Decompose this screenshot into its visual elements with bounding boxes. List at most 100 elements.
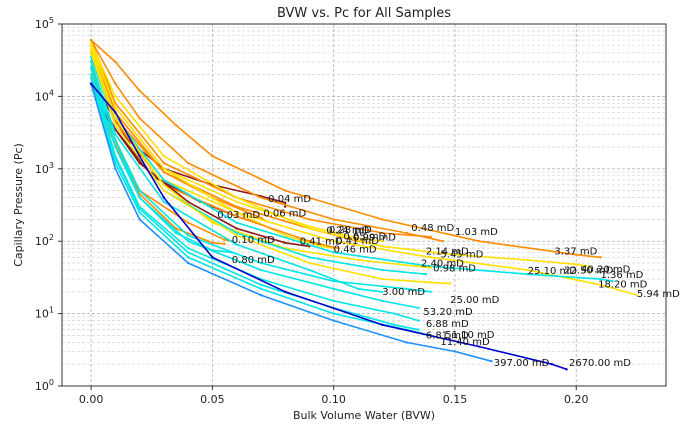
sample-annotation: 0.65 mD bbox=[343, 231, 386, 242]
data-point bbox=[162, 170, 166, 174]
data-point bbox=[332, 299, 335, 303]
data-point bbox=[138, 89, 141, 92]
data-point bbox=[332, 280, 335, 283]
sample-annotation: 18.20 mD bbox=[598, 279, 648, 290]
data-point bbox=[89, 41, 93, 44]
x-axis-label: Bulk Volume Water (BVW) bbox=[293, 409, 435, 422]
data-point bbox=[587, 265, 590, 268]
data-point bbox=[380, 218, 384, 221]
data-point bbox=[417, 265, 420, 268]
data-point bbox=[308, 218, 311, 221]
data-point bbox=[223, 242, 226, 246]
data-point bbox=[393, 323, 396, 327]
data-point bbox=[308, 225, 311, 228]
data-point bbox=[114, 111, 117, 114]
y-tick-label: 105 bbox=[35, 16, 54, 31]
data-point bbox=[380, 240, 384, 243]
data-point bbox=[89, 82, 93, 85]
sample-annotation: 0.10 mD bbox=[232, 235, 275, 246]
sample-annotation: 40.20 mD bbox=[581, 264, 631, 275]
data-point bbox=[478, 240, 481, 243]
sample-annotation: 22.50 mD bbox=[564, 265, 614, 276]
data-point bbox=[478, 345, 481, 348]
sample-annotation: 0.06 mD bbox=[263, 208, 306, 219]
data-point bbox=[186, 240, 190, 243]
series-line bbox=[90, 52, 451, 285]
data-point bbox=[162, 183, 166, 187]
data-point bbox=[441, 240, 445, 243]
y-axis-label: Capillary Pressure (Pc) bbox=[12, 143, 25, 267]
data-point bbox=[89, 44, 93, 47]
data-point bbox=[429, 266, 432, 269]
data-point bbox=[429, 256, 432, 259]
y-tick-label: 103 bbox=[35, 161, 54, 176]
sample-annotation: 3.00 mD bbox=[382, 287, 425, 298]
sample-annotation: 11.40 mD bbox=[440, 337, 490, 348]
data-point bbox=[235, 243, 238, 246]
data-point bbox=[186, 247, 190, 250]
data-point bbox=[89, 60, 93, 64]
data-point bbox=[186, 251, 190, 254]
data-point bbox=[259, 293, 263, 297]
data-point bbox=[429, 281, 432, 284]
data-point bbox=[337, 247, 340, 250]
sample-annotation: 0.04 mD bbox=[268, 194, 311, 205]
data-point bbox=[138, 196, 141, 199]
data-point bbox=[186, 234, 190, 237]
data-point bbox=[211, 256, 214, 259]
data-point bbox=[635, 293, 639, 297]
sample-annotation: 25.00 mD bbox=[450, 295, 500, 306]
sample-annotation: 0.03 mD bbox=[217, 210, 260, 221]
data-point bbox=[89, 47, 93, 51]
data-point bbox=[380, 268, 384, 272]
sample-annotation: 397.00 mD bbox=[494, 358, 550, 369]
series-line bbox=[90, 39, 443, 242]
data-point bbox=[526, 273, 529, 276]
data-point bbox=[162, 154, 166, 158]
data-point bbox=[283, 234, 287, 237]
x-ticks: 0.00 0.05 0.10 0.15 0.20 bbox=[79, 386, 589, 406]
series-line bbox=[90, 83, 567, 371]
data-point bbox=[138, 154, 141, 158]
series-line bbox=[90, 42, 589, 268]
x-tick-label: 0.00 bbox=[79, 393, 104, 406]
sample-annotation: 0.99 mD bbox=[353, 232, 396, 243]
sample-annotation: 0.41 mD bbox=[336, 236, 379, 247]
y-tick-label: 104 bbox=[35, 88, 54, 103]
x-tick-label: 0.05 bbox=[200, 393, 225, 406]
sample-annotation: 0.80 mD bbox=[232, 255, 275, 266]
data-point bbox=[138, 116, 141, 120]
x-tick-label: 0.20 bbox=[564, 393, 589, 406]
data-point bbox=[162, 161, 166, 165]
series-line bbox=[90, 83, 287, 207]
sample-annotation: 0.48 mD bbox=[411, 223, 454, 234]
sample-annotation: 0.46 mD bbox=[334, 244, 377, 255]
data-point bbox=[235, 234, 238, 237]
data-point bbox=[89, 38, 93, 42]
data-point bbox=[162, 189, 166, 192]
sample-annotation: 5.45 mD bbox=[440, 249, 483, 260]
data-point bbox=[308, 240, 311, 243]
data-point bbox=[332, 218, 335, 221]
data-point bbox=[424, 273, 428, 276]
data-point bbox=[380, 231, 384, 235]
data-point bbox=[308, 256, 311, 259]
data-point bbox=[405, 231, 408, 235]
y-ticks: 100 101 102 103 104 105 bbox=[35, 16, 62, 393]
series-line bbox=[90, 67, 431, 293]
data-point bbox=[89, 66, 93, 69]
data-point bbox=[575, 263, 578, 266]
data-point bbox=[174, 124, 178, 127]
data-point bbox=[89, 76, 93, 80]
data-point bbox=[235, 221, 238, 224]
chart-title: BVW vs. Pc for All Samples bbox=[277, 6, 451, 21]
data-point bbox=[429, 235, 432, 239]
sample-annotation: 53.20 mD bbox=[423, 307, 473, 318]
data-point bbox=[138, 189, 141, 192]
sample-annotation: 3.37 mD bbox=[554, 247, 597, 258]
data-point bbox=[405, 287, 408, 291]
data-point bbox=[138, 218, 141, 221]
y-tick-label: 102 bbox=[35, 233, 54, 248]
data-point bbox=[526, 268, 529, 272]
data-point bbox=[235, 227, 238, 230]
